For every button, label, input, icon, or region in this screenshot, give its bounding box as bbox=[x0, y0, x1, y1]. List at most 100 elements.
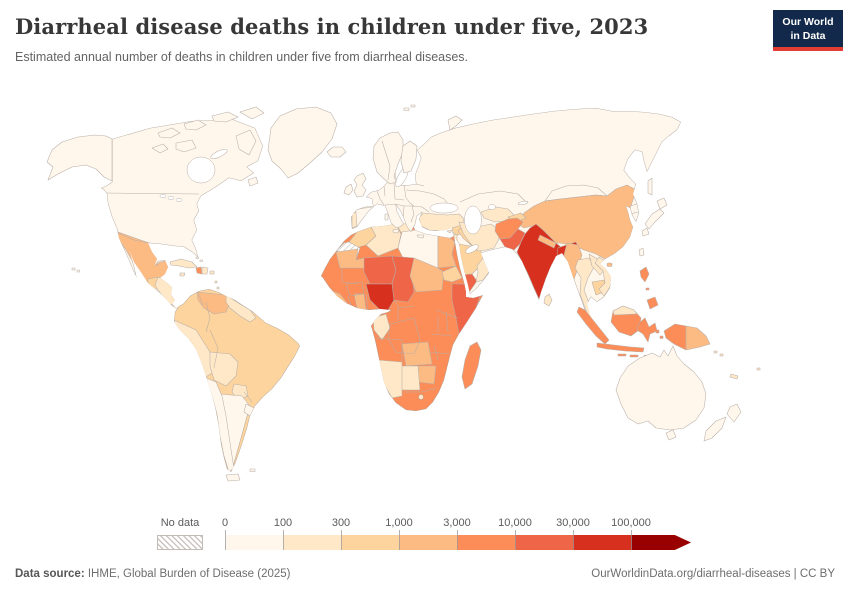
country-alaska[interactable] bbox=[46, 134, 113, 182]
arctic-island-2[interactable] bbox=[157, 127, 181, 139]
legend-bin-1,000[interactable] bbox=[399, 535, 457, 550]
indonesia-sulawesi[interactable] bbox=[636, 317, 658, 343]
owid-logo[interactable]: Our World in Data bbox=[773, 10, 843, 51]
sardinia[interactable] bbox=[384, 213, 389, 221]
border-germany bbox=[383, 182, 396, 200]
borneo-malaysia[interactable] bbox=[612, 305, 638, 316]
japan-kyushu[interactable] bbox=[641, 227, 650, 237]
taiwan[interactable] bbox=[638, 247, 645, 257]
country-ghana[interactable] bbox=[353, 293, 367, 311]
new-caledonia[interactable] bbox=[729, 373, 739, 380]
lesser-sunda-2[interactable] bbox=[629, 354, 639, 358]
legend-bin-10,000[interactable] bbox=[515, 535, 573, 550]
owid-logo-accent-bar bbox=[773, 47, 843, 51]
maluku-2[interactable] bbox=[659, 335, 664, 339]
hawaii[interactable] bbox=[71, 267, 76, 271]
novaya-zemlya[interactable] bbox=[447, 115, 463, 131]
new-zealand-north[interactable] bbox=[726, 403, 742, 423]
fiji[interactable] bbox=[756, 367, 761, 371]
philippines-mindanao[interactable] bbox=[646, 296, 659, 310]
maluku-1[interactable] bbox=[655, 329, 660, 334]
new-zealand-south[interactable] bbox=[703, 416, 727, 442]
country-jamaica[interactable] bbox=[179, 272, 186, 277]
lesser-antilles-2[interactable] bbox=[216, 286, 220, 290]
arctic-island-1[interactable] bbox=[151, 143, 169, 154]
hawaii-2[interactable] bbox=[76, 269, 80, 273]
japan-hokkaido[interactable] bbox=[656, 197, 668, 210]
sicily[interactable] bbox=[392, 228, 400, 234]
country-lesotho[interactable] bbox=[418, 394, 424, 400]
indonesia-java[interactable] bbox=[596, 342, 645, 353]
japan-honshu[interactable] bbox=[644, 208, 665, 230]
legend-bin-30,000[interactable] bbox=[573, 535, 631, 550]
legend-tick bbox=[225, 530, 226, 550]
victoria-island[interactable] bbox=[175, 139, 197, 153]
sakhalin[interactable] bbox=[647, 177, 653, 196]
cyprus[interactable] bbox=[446, 229, 453, 234]
country-namibia[interactable] bbox=[377, 359, 403, 399]
indonesia-sumatra[interactable] bbox=[576, 306, 610, 345]
philippines-luzon[interactable] bbox=[639, 266, 650, 283]
country-finland[interactable] bbox=[400, 140, 418, 174]
country-puerto-rico[interactable] bbox=[209, 270, 215, 275]
country-niger[interactable] bbox=[363, 255, 397, 285]
svalbard-1[interactable] bbox=[403, 107, 410, 111]
country-greenland[interactable] bbox=[267, 106, 338, 179]
border-poland bbox=[403, 184, 407, 199]
legend-bin-3,000[interactable] bbox=[457, 535, 515, 550]
bahamas-1[interactable] bbox=[195, 256, 199, 259]
country-dominican-republic[interactable] bbox=[201, 266, 209, 275]
country-ireland[interactable] bbox=[343, 183, 354, 196]
tierra-del-fuego[interactable] bbox=[225, 473, 241, 482]
crete[interactable] bbox=[416, 234, 425, 239]
svalbard-2[interactable] bbox=[410, 104, 416, 108]
country-cuba[interactable] bbox=[169, 258, 198, 269]
owid-logo-text: Our World in Data bbox=[773, 10, 843, 43]
country-iceland[interactable] bbox=[326, 146, 347, 158]
bahamas-2[interactable] bbox=[199, 259, 203, 262]
border-baltics bbox=[415, 183, 425, 187]
great-lake-2 bbox=[167, 195, 175, 201]
lesser-antilles-1[interactable] bbox=[214, 280, 218, 284]
country-honduras-nicaragua[interactable] bbox=[154, 276, 177, 307]
hainan[interactable] bbox=[606, 262, 613, 267]
country-gabon-congo[interactable] bbox=[372, 313, 391, 341]
country-papua-new-guinea[interactable] bbox=[685, 325, 711, 351]
falkland-islands[interactable] bbox=[249, 468, 256, 472]
footer-credit[interactable]: OurWorldinData.org/diarrheal-diseases | … bbox=[591, 568, 835, 580]
lesser-sunda-1[interactable] bbox=[617, 353, 627, 357]
arctic-island-4[interactable] bbox=[211, 111, 239, 123]
philippines-visayas[interactable] bbox=[645, 287, 650, 291]
legend-bin-300[interactable] bbox=[341, 535, 399, 550]
country-united-kingdom[interactable] bbox=[353, 172, 367, 198]
country-madagascar[interactable] bbox=[461, 341, 482, 390]
legend-bin-0[interactable] bbox=[225, 535, 283, 550]
solomon-1[interactable] bbox=[713, 350, 718, 354]
country-sri-lanka[interactable] bbox=[543, 293, 553, 307]
country-guyanas[interactable] bbox=[225, 294, 257, 323]
papua-indonesia[interactable] bbox=[663, 323, 687, 351]
tasmania[interactable] bbox=[665, 429, 677, 441]
country-australia[interactable] bbox=[615, 345, 707, 431]
africa-group bbox=[321, 222, 483, 411]
country-botswana[interactable] bbox=[399, 365, 421, 391]
country-haiti[interactable] bbox=[195, 266, 203, 275]
baffin-island[interactable] bbox=[235, 129, 257, 156]
country-bolivia[interactable] bbox=[209, 351, 239, 387]
country-nepal[interactable] bbox=[537, 234, 557, 249]
arctic-island-3[interactable] bbox=[183, 119, 207, 131]
country-zambia[interactable] bbox=[401, 341, 433, 367]
legend-bin-100,000[interactable] bbox=[631, 535, 691, 550]
country-uruguay[interactable] bbox=[243, 403, 255, 417]
legend-no-data-swatch[interactable] bbox=[157, 535, 203, 550]
great-lake-1 bbox=[159, 193, 167, 199]
newfoundland[interactable] bbox=[247, 176, 259, 187]
country-chad[interactable] bbox=[391, 255, 415, 303]
ellesmere-island[interactable] bbox=[239, 106, 265, 120]
country-portugal[interactable] bbox=[351, 211, 358, 229]
legend-bin-100[interactable] bbox=[283, 535, 341, 550]
country-sudan[interactable] bbox=[409, 257, 445, 293]
border-koreas bbox=[629, 203, 639, 215]
country-eritrea[interactable] bbox=[441, 265, 463, 283]
solomon-2[interactable] bbox=[719, 353, 724, 357]
